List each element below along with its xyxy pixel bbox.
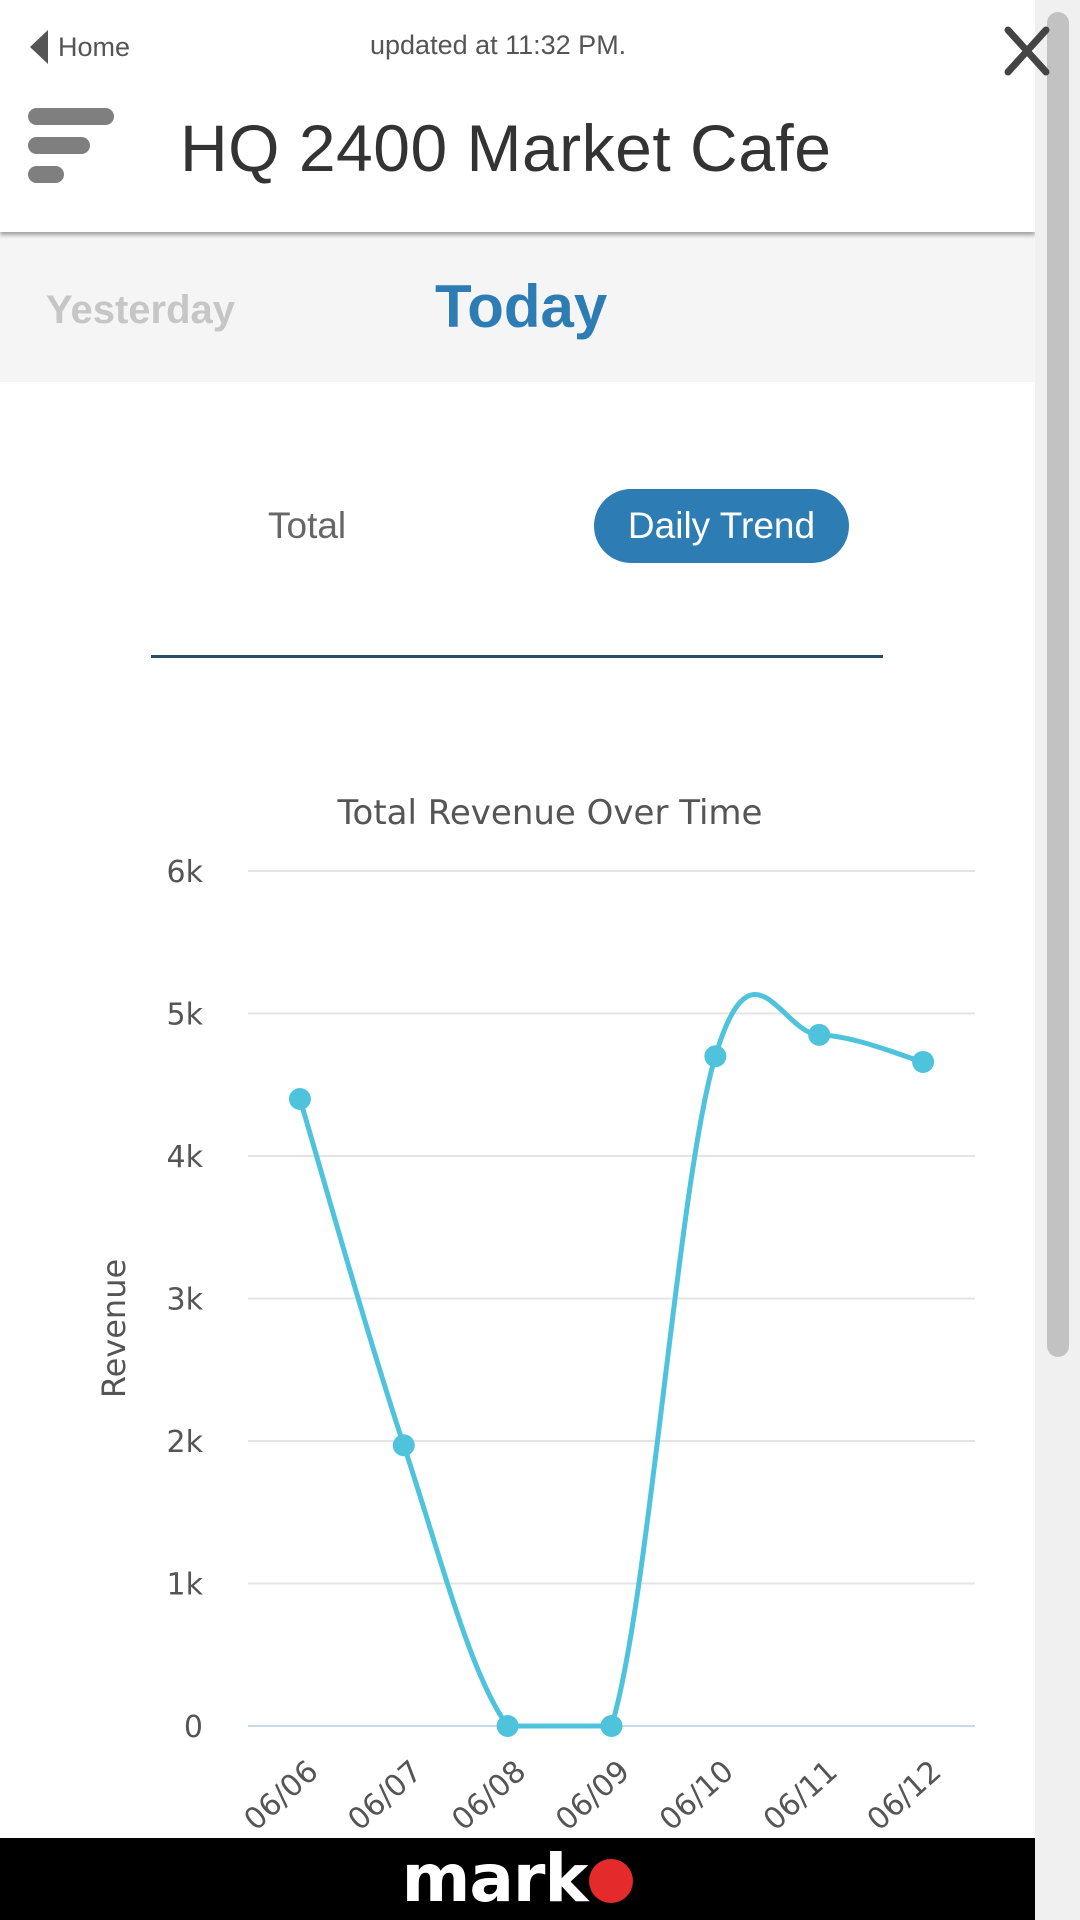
home-link-label: Home	[58, 31, 131, 62]
data-point[interactable]	[912, 1050, 935, 1073]
series-line	[297, 992, 924, 1729]
day-tabs: Yesterday Today	[0, 232, 1035, 382]
header: Home updated at 11:32 PM. HQ 2400 Market…	[0, 0, 1035, 232]
y-tick-label: 0	[184, 1710, 203, 1745]
x-tick-label: 06/06	[238, 1754, 326, 1835]
updated-text: updated at 11:32 PM.	[370, 30, 627, 60]
x-tick-label: 06/10	[653, 1754, 741, 1835]
home-back-link[interactable]: Home	[30, 30, 130, 64]
view-daily-trend-button[interactable]: Daily Trend	[594, 489, 849, 563]
scrollbar-thumb[interactable]	[1047, 12, 1069, 1357]
brand-logo-dot	[589, 1859, 634, 1903]
section-divider	[151, 655, 883, 658]
data-point[interactable]	[288, 1088, 311, 1110]
view-total-button[interactable]: Total	[268, 505, 347, 546]
data-point[interactable]	[808, 1023, 831, 1046]
app-window: Home updated at 11:32 PM. HQ 2400 Market…	[0, 0, 1035, 1920]
tab-today[interactable]: Today	[435, 273, 608, 340]
tab-yesterday[interactable]: Yesterday	[46, 288, 236, 332]
revenue-chart: Total Revenue Over Time 0 1k 2k 3k 4k 5k 6k Re…	[90, 775, 1010, 1838]
x-tick-label: 06/11	[757, 1754, 845, 1835]
y-tick-label: 1k	[167, 1568, 204, 1603]
data-point[interactable]	[600, 1715, 623, 1737]
footer: mark	[0, 1838, 1035, 1920]
x-tick-label: 06/09	[549, 1754, 637, 1835]
data-point[interactable]	[496, 1715, 519, 1737]
y-tick-label: 3k	[167, 1283, 204, 1318]
scrollbar[interactable]	[1035, 0, 1080, 1920]
menu-icon[interactable]	[28, 108, 118, 188]
y-tick-label: 5k	[167, 998, 204, 1033]
chart-title: Total Revenue Over Time	[337, 793, 763, 833]
chevron-left-icon	[30, 30, 48, 64]
y-tick-label: 2k	[167, 1425, 204, 1460]
y-tick-label: 6k	[167, 855, 204, 890]
data-point[interactable]	[392, 1434, 415, 1457]
x-tick-label: 06/08	[445, 1754, 533, 1835]
close-icon[interactable]	[1003, 20, 1051, 80]
brand-logo: mark	[0, 1840, 1035, 1917]
page-title: HQ 2400 Market Cafe	[180, 111, 832, 185]
y-tick-label: 4k	[167, 1140, 204, 1175]
x-tick-label: 06/07	[341, 1754, 429, 1835]
y-axis-label: Revenue	[95, 1259, 133, 1398]
data-point[interactable]	[704, 1045, 727, 1068]
x-tick-label: 06/12	[861, 1754, 949, 1835]
